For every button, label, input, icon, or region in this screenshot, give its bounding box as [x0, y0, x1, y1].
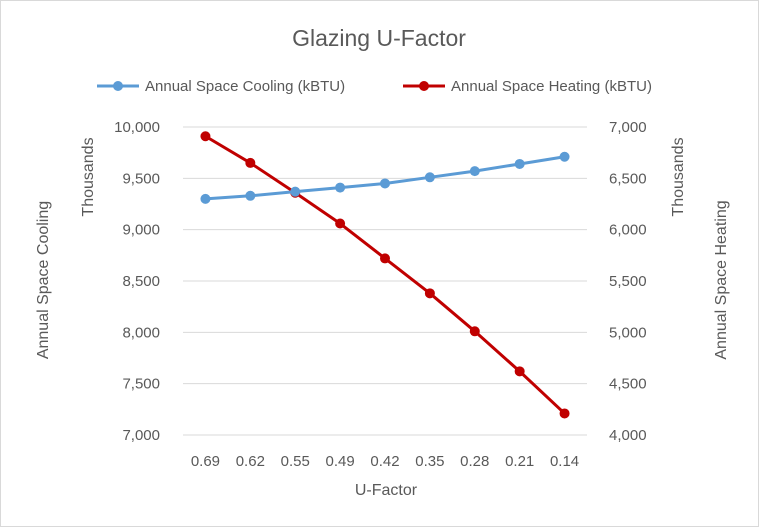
- y-left-tick-label: 10,000: [114, 119, 160, 136]
- y-right-tick-label: 5,500: [609, 273, 647, 290]
- series-cooling: [200, 151, 570, 204]
- data-point-heating: [514, 366, 525, 377]
- x-tick-label: 0.62: [236, 453, 265, 470]
- x-tick-label: 0.49: [326, 453, 355, 470]
- data-point-cooling: [559, 151, 570, 162]
- series-heating: [200, 131, 570, 419]
- y-right-axis-title: Annual Space Heating: [713, 200, 730, 359]
- y-right-tick-label: 5,000: [609, 324, 647, 341]
- data-point-heating: [424, 288, 435, 299]
- y-right-tick-label: 4,500: [609, 376, 647, 393]
- x-tick-labels: 0.69 0.62 0.55 0.49 0.42 0.35 0.28 0.21 0.14: [191, 453, 579, 470]
- series-line-heating: [204, 134, 566, 415]
- x-axis-title: U-Factor: [355, 482, 418, 499]
- y-right-tick-label: 6,500: [609, 170, 647, 187]
- x-tick-label: 0.69: [191, 453, 220, 470]
- x-tick-label: 0.28: [460, 453, 489, 470]
- series-layer: [200, 131, 570, 419]
- data-point-cooling: [290, 186, 301, 197]
- data-point-cooling: [514, 158, 525, 169]
- series-line-cooling: [205, 155, 565, 201]
- data-point-heating: [380, 253, 390, 264]
- data-point-heating: [335, 218, 346, 229]
- data-point-cooling: [200, 193, 211, 204]
- x-tick-label: 0.35: [415, 453, 444, 470]
- y-left-tick-label: 7,000: [122, 427, 160, 444]
- gridlines: [183, 126, 587, 436]
- y-left-tick-label: 9,500: [122, 170, 160, 187]
- y-left-axis-title: Annual Space Cooling: [35, 201, 52, 359]
- legend-item-cooling: Annual Space Cooling (kBTU): [97, 78, 345, 95]
- data-point-heating: [245, 157, 256, 168]
- data-point-cooling: [424, 172, 435, 183]
- data-point-cooling: [335, 182, 346, 193]
- y-right-tick-label: 6,000: [609, 222, 647, 239]
- x-tick-label: 0.42: [370, 453, 399, 470]
- x-tick-label: 0.55: [281, 453, 310, 470]
- data-point-cooling: [380, 178, 390, 189]
- data-point-heating: [469, 326, 480, 337]
- y-left-tick-label: 9,000: [122, 222, 160, 239]
- data-point-heating: [559, 408, 570, 419]
- chart-title: Glazing U-Factor: [292, 25, 466, 51]
- y-right-tick-labels: 4,000 4,500 5,000 5,500 6,000 6,500 7,000: [609, 119, 647, 444]
- data-point-heating: [200, 131, 211, 142]
- data-point-cooling: [469, 166, 480, 177]
- y-right-tick-label: 7,000: [609, 119, 647, 136]
- data-point-cooling: [245, 190, 256, 201]
- legend-label-cooling: Annual Space Cooling (kBTU): [145, 78, 345, 95]
- legend-item-heating: Annual Space Heating (kBTU): [403, 78, 652, 95]
- y-right-unit-label: Thousands: [670, 137, 687, 216]
- y-left-tick-label: 8,000: [122, 324, 160, 341]
- y-left-tick-label: 7,500: [122, 376, 160, 393]
- x-tick-label: 0.21: [505, 453, 534, 470]
- y-left-tick-labels: 7,000 7,500 8,000 8,500 9,000 9,500 10,000: [114, 119, 160, 444]
- y-right-tick-label: 4,000: [609, 427, 647, 444]
- legend: Annual Space Cooling (kBTU) Annual Space…: [97, 78, 652, 95]
- legend-label-heating: Annual Space Heating (kBTU): [451, 78, 652, 95]
- y-left-unit-label: Thousands: [80, 137, 97, 216]
- y-left-tick-label: 8,500: [122, 273, 160, 290]
- x-tick-label: 0.14: [550, 453, 579, 470]
